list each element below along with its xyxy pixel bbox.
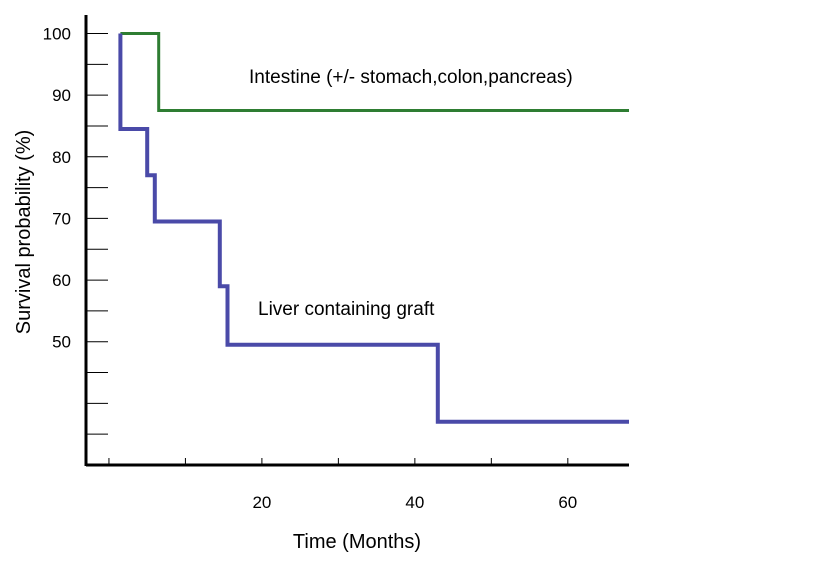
series-line-intestine xyxy=(120,32,629,112)
y-tick-label: 70 xyxy=(52,209,71,228)
x-tick-label: 20 xyxy=(252,493,271,512)
y-tick-label: 60 xyxy=(52,271,71,290)
x-tick-label: 60 xyxy=(558,493,577,512)
y-axis-title: Survival probability (%) xyxy=(13,130,35,335)
y-axis-ticks: 50 60 70 80 90 100 xyxy=(43,24,108,435)
y-tick-label: 100 xyxy=(43,24,71,43)
y-tick-label: 50 xyxy=(52,333,71,352)
x-tick-label: 40 xyxy=(405,493,424,512)
x-axis-ticks: 20 40 60 xyxy=(108,458,577,512)
y-tick-label: 80 xyxy=(52,148,71,167)
series-label-liver: Liver containing graft xyxy=(258,299,435,320)
series-lines xyxy=(118,32,629,424)
series-label-intestine: Intestine (+/- stomach,colon,pancreas) xyxy=(249,67,573,88)
series-line-liver xyxy=(118,33,629,424)
y-tick-label: 90 xyxy=(52,86,71,105)
x-axis-title: Time (Months) xyxy=(293,531,421,553)
